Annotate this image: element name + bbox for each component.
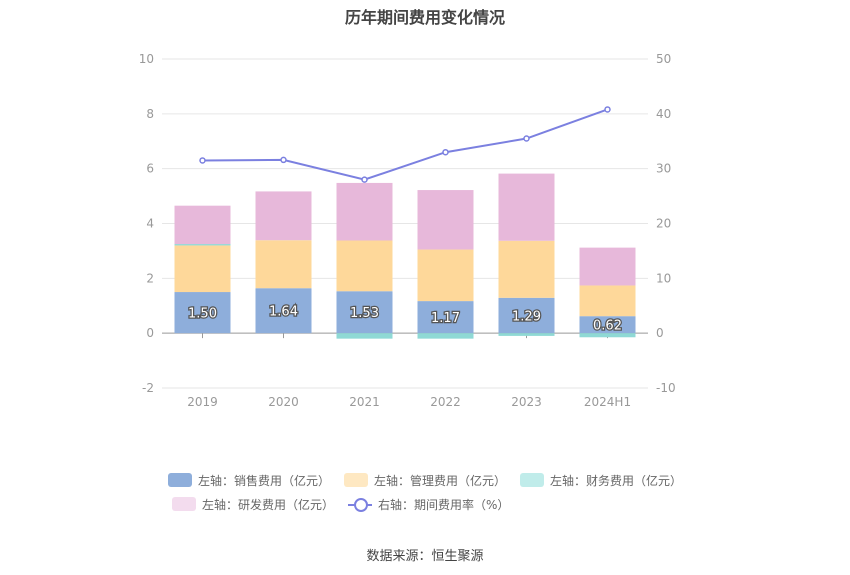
bar-segment-s2-2019: [174, 244, 231, 246]
legend-label-sales: 左轴：销售费用（亿元）: [197, 473, 330, 488]
legend-row-2: 左轴：研发费用（亿元） 右轴：期间费用率（%）: [0, 492, 850, 516]
left-tick-label: -2: [142, 381, 154, 395]
bar-segment-s0-2023: [498, 297, 555, 334]
data-label-sales: 1.29: [512, 309, 541, 324]
legend-swatch-rnd: [172, 497, 196, 511]
legend-item-sales[interactable]: 左轴：销售费用（亿元）: [167, 472, 330, 489]
line-point-2023: [523, 135, 530, 142]
bar-segment-s3-2022: [417, 190, 474, 250]
legend-item-rnd[interactable]: 左轴：研发费用（亿元）: [172, 496, 334, 513]
data-label-sales: 0.62: [593, 319, 622, 334]
x-tick-label: 2022: [430, 395, 461, 409]
bar-segment-s2-2022: [417, 333, 474, 339]
data-source: 数据来源：恒生聚源: [366, 549, 484, 564]
bar-segment-s0-2019: [174, 292, 231, 334]
right-tick-label: 40: [656, 107, 671, 121]
left-tick-label: 4: [146, 217, 154, 231]
line-point-2021: [361, 176, 368, 183]
bar-segment-s2-2024H1: [579, 333, 636, 338]
x-tick-label: 2021: [349, 395, 380, 409]
legend-item-finance[interactable]: 左轴：财务费用（亿元）: [520, 472, 682, 489]
right-tick-label: 50: [656, 52, 671, 66]
data-label-sales: 1.64: [269, 305, 298, 320]
left-tick-label: 8: [146, 107, 154, 121]
left-tick-label: 0: [146, 326, 154, 340]
legend-label-rate: 右轴：期间费用率（%）: [378, 497, 510, 512]
data-label-sales: 1.50: [188, 307, 217, 322]
legend-label-admin: 左轴：管理费用（亿元）: [373, 473, 506, 488]
line-point-2019: [199, 157, 206, 164]
line-point-2020: [280, 156, 287, 164]
x-tick-label: 2019: [187, 395, 218, 409]
bar-segment-s0-2022: [417, 301, 474, 334]
right-tick-label: 0: [656, 326, 664, 340]
legend-swatch-finance: [520, 473, 544, 487]
bar-segment-s1-2024H1: [579, 285, 636, 317]
right-tick-label: -10: [656, 381, 676, 395]
x-tick-label: 2020: [268, 395, 299, 409]
x-tick-label: 2024H1: [584, 395, 631, 409]
chart-title: 历年期间费用变化情况: [344, 8, 505, 27]
data-label-sales: 1.17: [431, 311, 460, 326]
left-tick-label: 6: [146, 162, 154, 176]
bar-segment-s1-2021: [336, 240, 393, 292]
legend-swatch-rate: [348, 497, 373, 512]
x-tick-label: 2023: [511, 395, 542, 409]
legend-item-admin[interactable]: 左轴：管理费用（亿元）: [343, 472, 506, 489]
right-tick-label: 20: [656, 217, 671, 231]
bar-segment-s3-2021: [336, 182, 393, 241]
bar-segment-s0-2021: [336, 291, 393, 334]
bar-segment-s2-2023: [498, 333, 555, 336]
left-tick-label: 2: [146, 271, 154, 285]
bar-segment-s1-2019: [174, 245, 231, 293]
bar-segment-s3-2019: [174, 205, 231, 245]
legend-label-finance: 左轴：财务费用（亿元）: [550, 473, 683, 488]
legend: 左轴：销售费用（亿元） 左轴：管理费用（亿元） 左轴：财务费用（亿元） 左轴：研…: [0, 468, 850, 516]
left-tick-label: 10: [139, 52, 154, 66]
bar-segment-s3-2020: [255, 191, 312, 241]
data-label-sales: 1.53: [350, 306, 379, 321]
bar-segment-s3-2024H1: [579, 247, 636, 286]
bar-segment-s3-2023: [498, 173, 555, 241]
bar-segment-s0-2024H1: [579, 316, 636, 334]
legend-item-rate[interactable]: 右轴：期间费用率（%）: [348, 496, 509, 513]
legend-swatch-sales: [167, 473, 192, 487]
line-point-2022: [442, 148, 449, 156]
right-tick-label: 30: [656, 162, 671, 176]
chart: -2 0 2 4 6 8 10 -10 0 10 20 30 40 50 2019 2020 2021 2022 2…: [139, 52, 676, 409]
legend-row-1: 左轴：销售费用（亿元） 左轴：管理费用（亿元） 左轴：财务费用（亿元）: [0, 468, 850, 492]
legend-swatch-admin: [343, 473, 368, 487]
bar-segment-s1-2020: [255, 240, 312, 289]
bar-segment-s1-2023: [498, 240, 555, 298]
bar-segment-s1-2022: [417, 249, 474, 302]
bar-segment-s0-2020: [255, 288, 312, 334]
right-tick-label: 10: [656, 271, 671, 285]
bar-segment-s2-2021: [336, 333, 393, 339]
line-point-2024H1: [604, 106, 611, 113]
line-expense-rate: [202, 108, 608, 181]
legend-label-rnd: 左轴：研发费用（亿元）: [202, 497, 335, 512]
